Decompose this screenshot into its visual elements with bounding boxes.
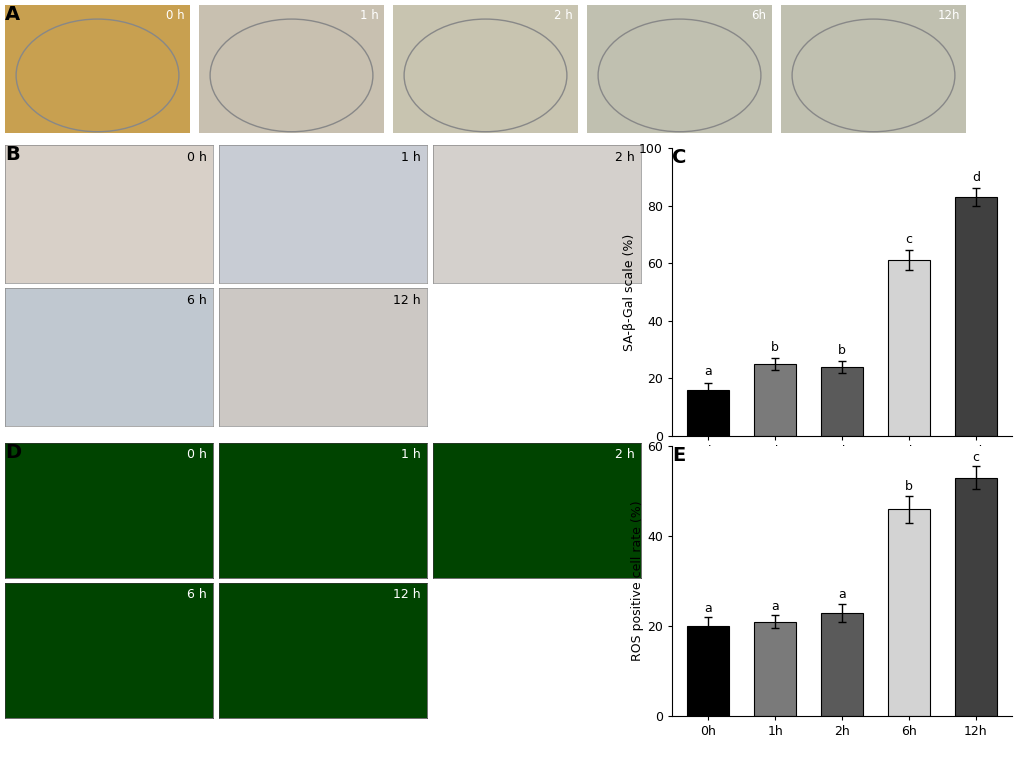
Text: 2 h: 2 h xyxy=(614,448,634,461)
Bar xyxy=(687,626,729,716)
Text: 6 h: 6 h xyxy=(186,293,207,307)
Text: A: A xyxy=(5,5,20,24)
Text: B: B xyxy=(5,145,19,164)
Text: C: C xyxy=(672,148,686,167)
Bar xyxy=(888,509,928,716)
Text: b: b xyxy=(838,344,845,357)
Text: 2 h: 2 h xyxy=(553,9,572,22)
Text: a: a xyxy=(770,600,779,612)
Bar xyxy=(754,622,795,716)
Text: 0 h: 0 h xyxy=(166,9,184,22)
Y-axis label: ROS positive cell rate (%): ROS positive cell rate (%) xyxy=(631,500,644,662)
Text: a: a xyxy=(838,588,845,601)
Bar xyxy=(954,197,996,436)
Text: c: c xyxy=(971,451,978,464)
Text: c: c xyxy=(905,233,912,246)
Text: E: E xyxy=(672,446,685,465)
Bar xyxy=(888,260,928,436)
Text: 1 h: 1 h xyxy=(400,150,421,163)
Text: 12 h: 12 h xyxy=(392,293,421,307)
Text: b: b xyxy=(770,341,779,354)
Y-axis label: SA-β-Gal scale (%): SA-β-Gal scale (%) xyxy=(623,233,636,350)
Bar xyxy=(820,612,862,716)
Bar xyxy=(954,478,996,716)
Bar xyxy=(820,367,862,436)
Text: 1 h: 1 h xyxy=(400,448,421,461)
Text: 12 h: 12 h xyxy=(392,588,421,601)
Bar xyxy=(754,364,795,436)
Text: 0 h: 0 h xyxy=(186,448,207,461)
Bar xyxy=(687,390,729,436)
Text: 6 h: 6 h xyxy=(186,588,207,601)
Text: a: a xyxy=(704,602,711,615)
Text: d: d xyxy=(971,171,979,184)
Text: b: b xyxy=(904,480,912,493)
Text: D: D xyxy=(5,443,21,462)
Text: 1 h: 1 h xyxy=(360,9,378,22)
Text: 12h: 12h xyxy=(937,9,960,22)
Text: 6h: 6h xyxy=(751,9,765,22)
Text: a: a xyxy=(704,365,711,378)
Text: 0 h: 0 h xyxy=(186,150,207,163)
Text: 2 h: 2 h xyxy=(614,150,634,163)
